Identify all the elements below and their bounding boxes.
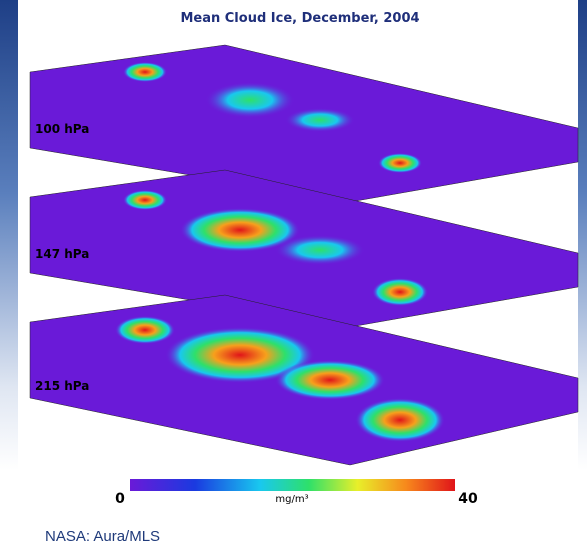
level-label: 100 hPa xyxy=(35,122,89,136)
figure: Mean Cloud Ice, December, 2004 100 hPa 1… xyxy=(0,0,587,520)
level-label: 215 hPa xyxy=(35,379,89,393)
page: Mean Cloud Ice, December, 2004 100 hPa 1… xyxy=(0,0,587,553)
caption: NASA: Aura/MLS xyxy=(45,528,160,545)
figure-title: Mean Cloud Ice, December, 2004 xyxy=(180,11,419,26)
colorbar xyxy=(130,479,455,491)
colorbar-max: 40 xyxy=(458,491,478,507)
colorbar-min: 0 xyxy=(115,491,125,507)
level-label: 147 hPa xyxy=(35,247,89,261)
colorbar-unit: mg/m³ xyxy=(275,494,308,505)
